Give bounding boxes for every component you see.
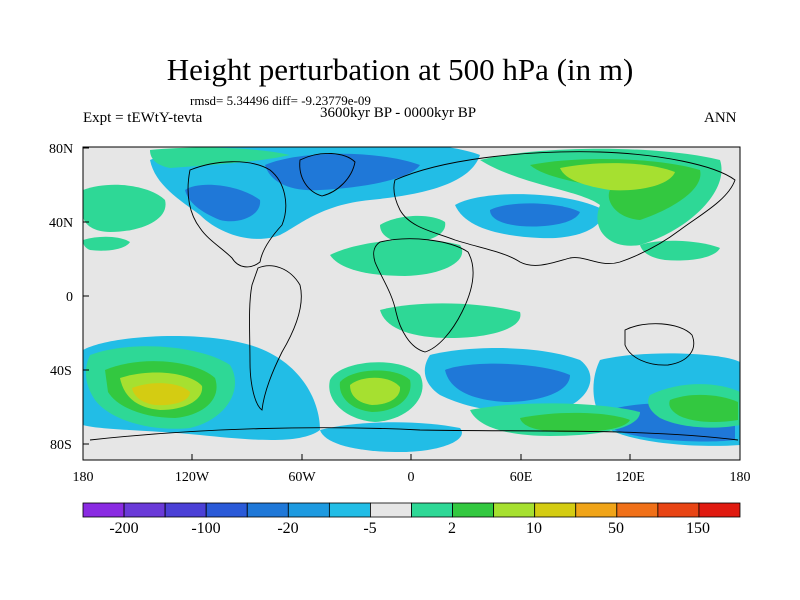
colorbar-box: [164, 502, 207, 518]
colorbar-label: 10: [526, 520, 542, 537]
colorbar: [82, 502, 741, 518]
stats-text: rmsd= 5.34496 diff= -9.23779e-09: [190, 93, 371, 108]
lat-label: 80N: [49, 142, 73, 157]
lat-label: 40N: [49, 216, 73, 231]
colorbar-box: [616, 502, 659, 518]
lon-label: 60W: [288, 470, 316, 485]
lon-label: 0: [408, 470, 415, 485]
colorbar-box: [205, 502, 248, 518]
asia-yellowgreen-region: [560, 163, 675, 191]
north-africa-teal-region: [330, 239, 463, 276]
colorbar-box: [123, 502, 166, 518]
colorbar-box: [287, 502, 330, 518]
colorbar-label: 50: [608, 520, 624, 537]
arctic-teal-region: [150, 147, 290, 168]
lat-label: 0: [66, 290, 73, 305]
lat-label: 40S: [50, 364, 72, 379]
south-atlantic-yellowgreen-blob: [350, 377, 401, 405]
coastlines: [89, 151, 739, 441]
axis-ticks: [82, 147, 741, 460]
colorbar-label: -100: [191, 520, 220, 537]
colorbar-box: [657, 502, 700, 518]
lon-label: 120W: [175, 470, 210, 485]
colorbar-box: [575, 502, 618, 518]
experiment-label: Expt = tEWtY-tevta: [83, 110, 203, 126]
colorbar-box: [246, 502, 289, 518]
colorbar-box: [328, 502, 371, 518]
lon-label: 180: [730, 470, 751, 485]
map-title: Height perturbation at 500 hPa (in m): [166, 52, 634, 87]
africa-coast: [373, 238, 474, 353]
colorbar-label: -200: [109, 520, 138, 537]
west-pacific-teal-region: [83, 184, 166, 232]
south-indian-green-region: [669, 394, 738, 423]
colorbar-label: 150: [686, 520, 710, 537]
colorbar-box: [411, 502, 453, 518]
greenland-coast: [299, 153, 356, 197]
lon-label: 180: [73, 470, 94, 485]
colorbar-label: 2: [448, 520, 456, 537]
australia-coast: [624, 323, 695, 366]
lat-label: 80S: [50, 438, 72, 453]
map-field: [83, 147, 740, 460]
colorbar-box: [698, 502, 741, 518]
eurasia-coast: [393, 151, 736, 266]
south-atlantic-teal-region: [380, 303, 521, 338]
colorbar-box: [82, 502, 125, 518]
antarctic-green-region: [520, 412, 630, 433]
colorbar-box: [534, 502, 577, 518]
antarctica-coast: [89, 427, 739, 441]
eastern-atlantic-teal-region: [380, 215, 446, 243]
season-label: ANN: [704, 110, 737, 126]
eurasia-blue-region: [490, 203, 580, 227]
west-pacific-south-teal-region: [640, 240, 720, 261]
south-america-coast: [249, 265, 302, 411]
colorbar-label: -20: [277, 520, 298, 537]
colorbar-box: [370, 502, 412, 518]
pacific-teal-region: [83, 236, 130, 251]
colorbar-label: -5: [363, 520, 376, 537]
north-america-blue-region: [185, 184, 261, 222]
north-america-coast: [187, 161, 287, 268]
colorbar-box: [493, 502, 536, 518]
colorbar-box: [452, 502, 495, 518]
lon-label: 120E: [615, 470, 645, 485]
southern-ocean-blue-region: [445, 363, 570, 402]
period-label: 3600kyr BP - 0000kyr BP: [320, 105, 477, 121]
lon-label: 60E: [510, 470, 533, 485]
south-pacific-yellow-region: [132, 383, 190, 406]
